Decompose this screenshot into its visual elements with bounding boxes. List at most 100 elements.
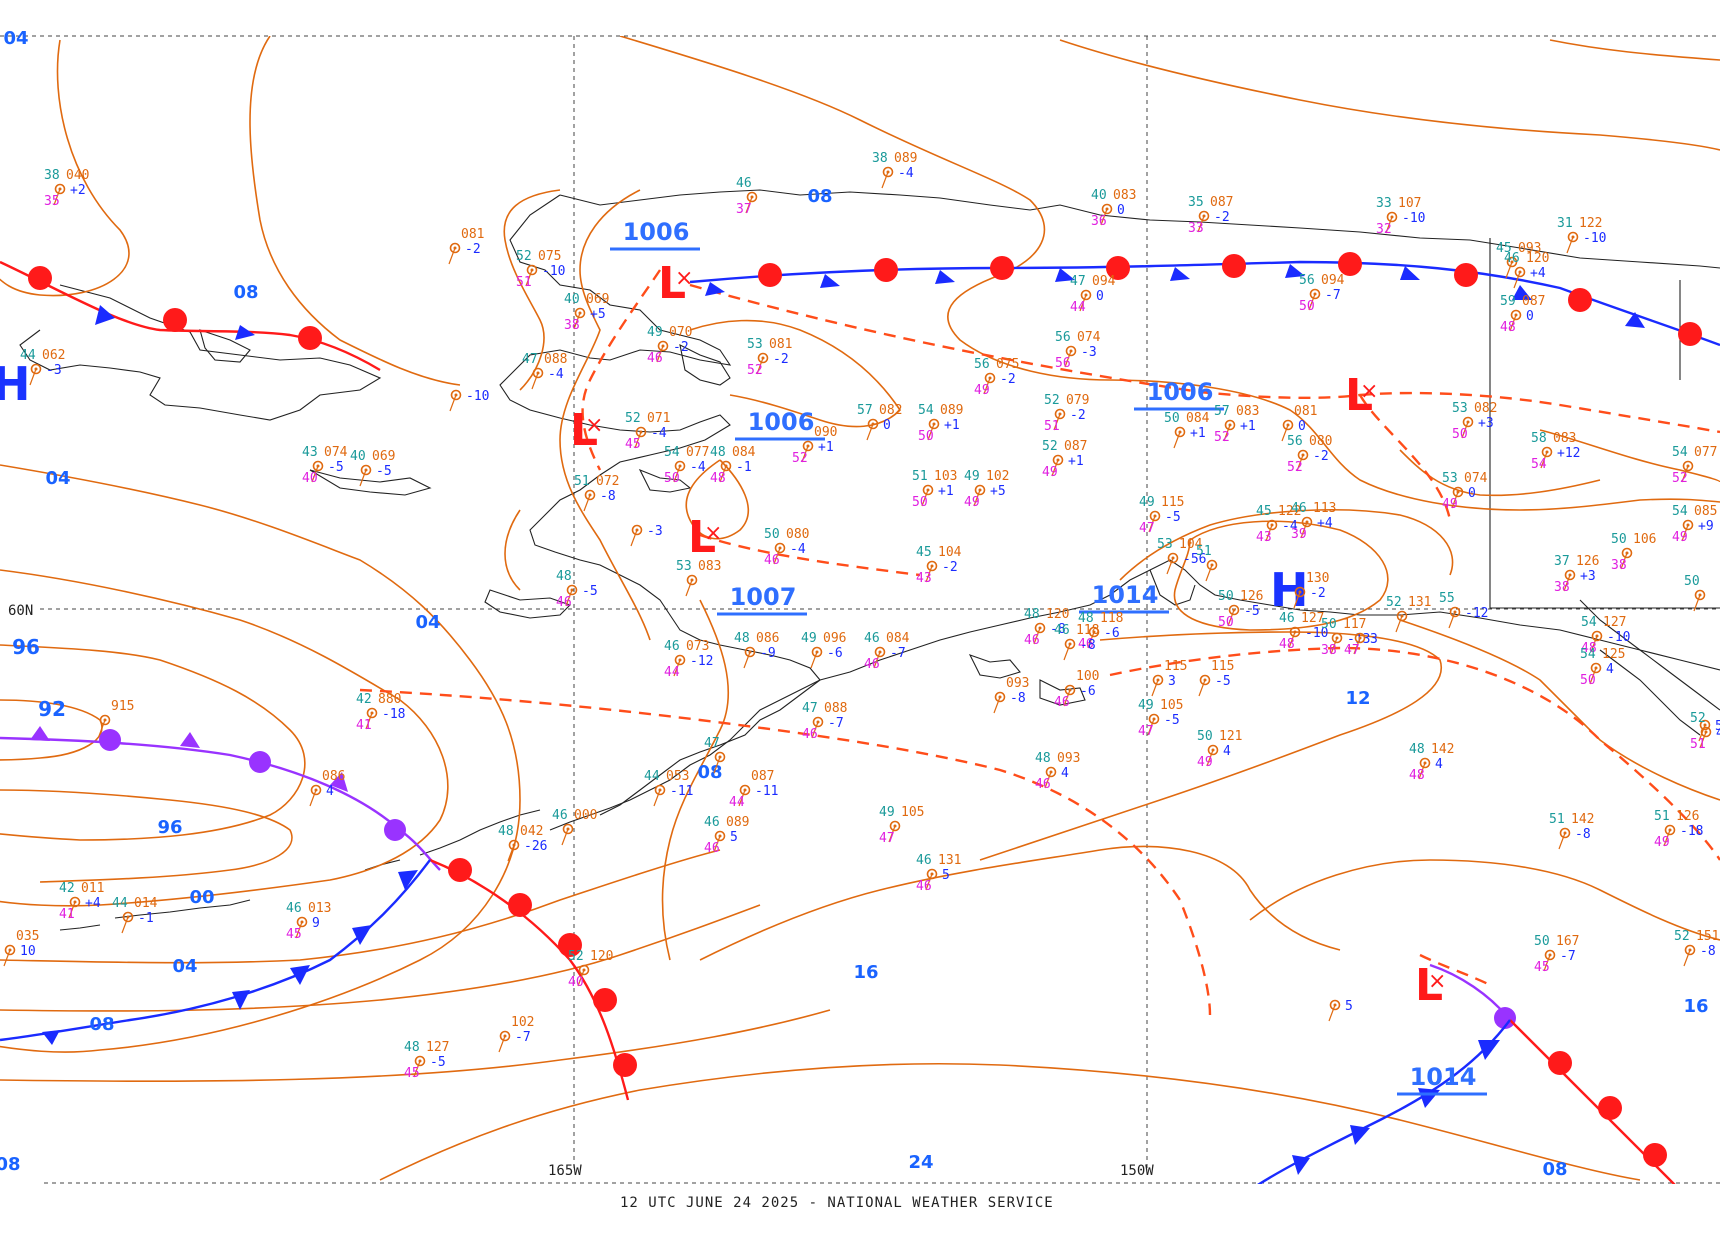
station-temperature: 53 [747, 337, 763, 352]
station-tendency: +4 [1317, 516, 1333, 531]
station-temperature: 54 [664, 445, 680, 460]
station-pressure: 086 [756, 631, 779, 646]
station-tendency: -7 [515, 1030, 531, 1045]
station-plot: 52 071 45 -4 [625, 411, 670, 452]
station-dewpoint: 46 [764, 553, 780, 568]
station-temperature: 47 [802, 701, 818, 716]
low-center-bering: L × [570, 405, 603, 456]
station-pressure: 126 [1576, 554, 1599, 569]
wind-barb-icon [1589, 667, 1597, 685]
station-circle-icon [54, 183, 66, 195]
station-plot: 49 096-6 [801, 631, 846, 669]
station-temperature: 35 [1188, 195, 1204, 210]
wind-barb-icon [1044, 771, 1052, 789]
station-plot: 51 072-8 [574, 474, 619, 512]
wind-barb-icon [1461, 421, 1469, 439]
station-pressure: 880 [378, 692, 401, 707]
station-dewpoint: 46 [864, 657, 880, 672]
wind-barb-icon [1451, 491, 1459, 509]
station-temperature: 45 [1256, 504, 1272, 519]
station-pressure: 070 [669, 325, 692, 340]
station-tendency: +1 [1190, 426, 1206, 441]
station-dewpoint: 44 [664, 665, 680, 680]
troughs [359, 269, 1720, 1016]
wind-barb-icon [719, 465, 727, 483]
wind-barb-icon [1293, 591, 1301, 609]
wind-barb-icon [811, 721, 819, 739]
wind-barb-icon [1296, 454, 1304, 472]
station-circle-icon [562, 823, 574, 835]
station-temperature: 49 [964, 469, 980, 484]
station-plot: 40 069-5 [350, 449, 395, 487]
station-plot: 52 087 49 +1 [1042, 439, 1087, 480]
isobar-label: 92 [38, 697, 66, 721]
station-temperature: 48 [734, 631, 750, 646]
wind-barb-icon [1540, 451, 1548, 469]
station-dewpoint: 37 [736, 202, 752, 217]
station-temperature: 50 [764, 527, 780, 542]
station-circle-icon [499, 1030, 511, 1042]
station-circle-icon [1266, 519, 1278, 531]
station-plot: 47 094 44 0 [1070, 274, 1116, 315]
station-circle-icon [1080, 289, 1092, 301]
station-temperature: 48 [404, 1040, 420, 1055]
station-dewpoint: 48 [1500, 320, 1516, 335]
low-center-south-bering: L × [688, 512, 722, 563]
station-pressure: 069 [586, 292, 609, 307]
isobar-label: 24 [908, 1152, 933, 1173]
station-temperature: 37 [1554, 554, 1570, 569]
station-circle-icon [526, 264, 538, 276]
station-plot: 115-5 [1198, 659, 1234, 697]
station-tendency: 5 [1345, 999, 1353, 1014]
station-temperature: 45 [1496, 241, 1512, 256]
svg-text:×: × [704, 521, 722, 546]
station-dewpoint: 52 [1287, 460, 1303, 475]
station-pressure: 121 [1219, 729, 1242, 744]
station-circle-icon [1206, 559, 1218, 571]
station-tendency: +1 [818, 440, 834, 455]
station-temperature: 51 [1654, 809, 1670, 824]
station-temperature: 48 [1078, 611, 1094, 626]
station-pressure: 120 [1046, 607, 1069, 622]
wind-barb-icon [295, 921, 303, 939]
svg-text:L: L [1415, 960, 1443, 1011]
wind-barb-icon [1227, 609, 1235, 627]
station-pressure: 115 [1161, 495, 1184, 510]
station-pressure: 084 [1186, 411, 1210, 426]
wind-barb-icon [577, 969, 585, 987]
station-plot: 5 [1328, 999, 1353, 1022]
station-tendency: -2 [942, 560, 958, 575]
station-plot: 44 053-11 [644, 769, 693, 807]
station-tendency: +5 [590, 307, 606, 322]
station-tendency: +9 [1698, 519, 1714, 534]
station-dewpoint: 44 [729, 795, 745, 810]
station-temperature: 45 [916, 545, 932, 560]
wind-barb-icon [810, 651, 818, 669]
station-tendency: -3 [46, 363, 62, 378]
station-temperature: 50 [1321, 617, 1337, 632]
station-plot: 56 094 50 -7 [1299, 273, 1345, 314]
station-tendency: 4 [1061, 766, 1069, 781]
station-pressure: 117 [1343, 617, 1366, 632]
station-circle-icon [1621, 547, 1633, 559]
station-pressure: 122 [1278, 504, 1301, 519]
station-tendency: -3 [647, 524, 663, 539]
wind-barb-icon [773, 547, 781, 565]
station-circle-icon [1301, 516, 1313, 528]
station-plot: 53 082 50 +3 [1452, 401, 1497, 442]
station-tendency: 10 [20, 944, 36, 959]
station-tendency: -5 [1244, 604, 1260, 619]
station-tendency: 0 [1298, 419, 1306, 434]
wind-barb-icon [801, 445, 809, 463]
front-system-south [0, 858, 637, 1101]
isobar-label: 12 [1345, 688, 1370, 709]
station-circle-icon [926, 560, 938, 572]
station-circle-icon [1045, 766, 1057, 778]
station-temperature: 50 [1534, 934, 1550, 949]
station-temperature: 31 [1557, 216, 1573, 231]
station-dewpoint: 51 [1044, 419, 1060, 434]
station-tendency: 0 [1096, 289, 1104, 304]
station-plot: 54 077 50 -4 [664, 445, 709, 486]
